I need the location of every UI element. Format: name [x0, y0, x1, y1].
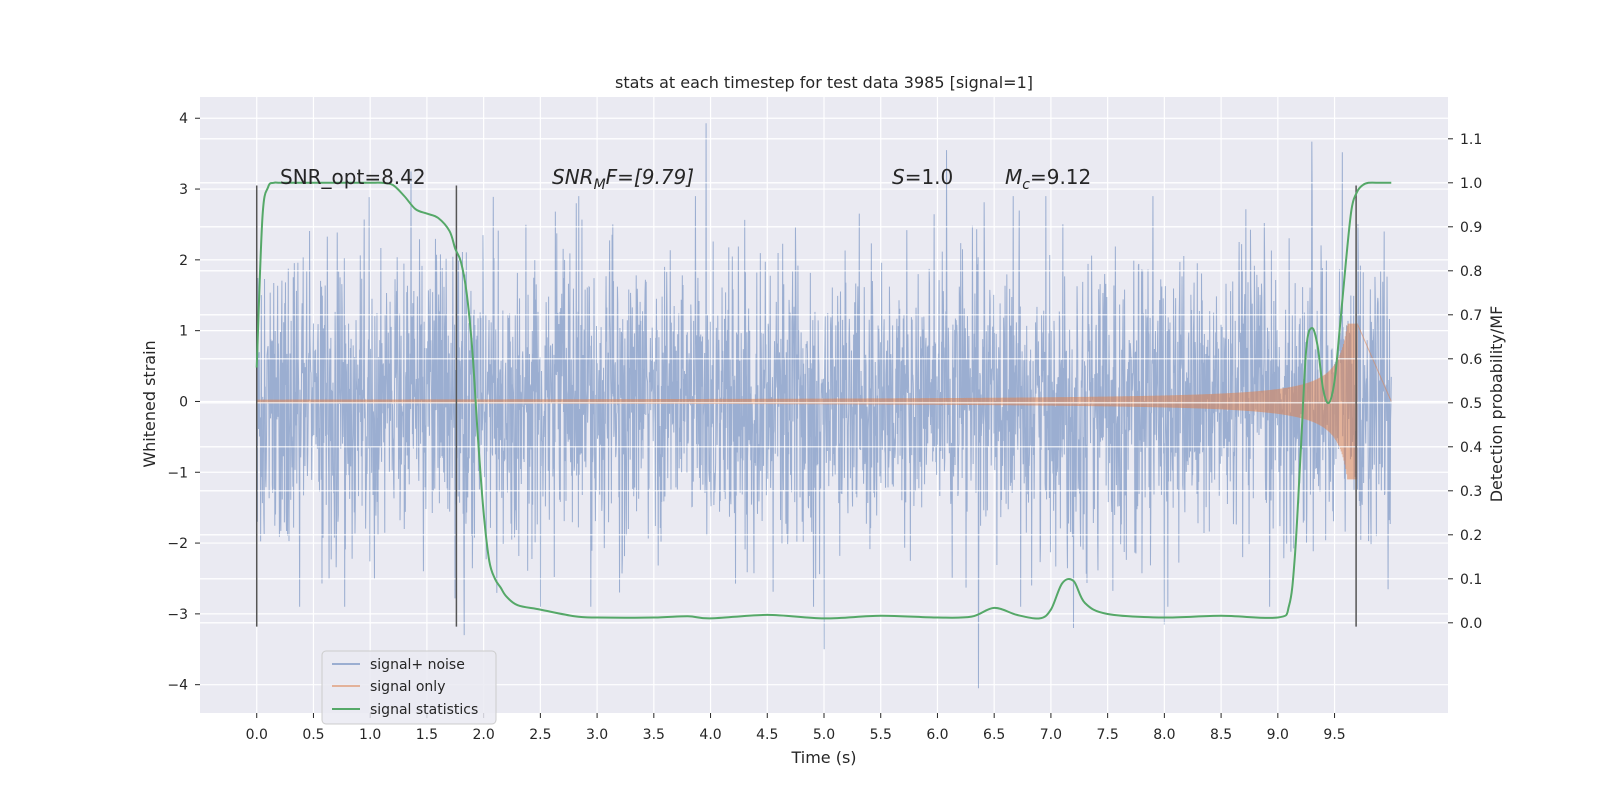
signal-only-line	[256, 323, 1392, 480]
y-tick-label: −1	[167, 465, 188, 481]
y-tick-labels: −4 −3 −2 −1 0 1 2 3 4	[167, 111, 200, 694]
y-tick-label: −4	[167, 678, 188, 694]
x-tick-label: 6.0	[926, 727, 948, 743]
grid-overlay	[200, 138, 1448, 624]
x-tick-label: 4.5	[756, 727, 778, 743]
x-tick-label: 7.0	[1040, 727, 1062, 743]
x-tick-labels: 0.0 0.5 1.0 1.5 2.0 2.5 3.0 3.5 4.0 4.5 5.0 5.5 6.0 6…	[246, 713, 1346, 743]
y2-tick-label: 0.2	[1460, 528, 1482, 544]
y2-tick-label: 0.5	[1460, 396, 1482, 412]
legend-label-signal-statistics: signal statistics	[370, 702, 478, 718]
x-tick-label: 2.5	[529, 727, 551, 743]
y2-tick-label: 0.0	[1460, 616, 1482, 632]
x-tick-label: 0.0	[246, 727, 268, 743]
series-signal-noise	[256, 123, 1392, 689]
chart-title: stats at each timestep for test data 398…	[615, 73, 1033, 92]
annotation-mc-base: M	[1005, 165, 1022, 189]
series-signal-only	[256, 323, 1392, 480]
x-tick-label: 9.5	[1323, 727, 1345, 743]
annotation-s-base: S	[892, 165, 905, 189]
y-tick-label: −2	[167, 536, 188, 552]
x-tick-label: 9.0	[1267, 727, 1289, 743]
y-tick-label: 3	[179, 182, 188, 198]
x-tick-label: 2.0	[473, 727, 495, 743]
y-tick-label: 2	[179, 253, 188, 269]
y-tick-label: 1	[179, 324, 188, 340]
annotation-snr-mf-base: SNR	[552, 165, 594, 189]
y2-tick-label: 1.1	[1460, 132, 1482, 148]
y2-tick-label: 1.0	[1460, 176, 1482, 192]
y-axis-label: Whitened strain	[140, 340, 159, 467]
annotation-snr-mf-sub: M	[594, 177, 606, 193]
annotation-snr-mf-rest: F=[9.79]	[606, 165, 694, 189]
legend: signal+ noise signal only signal statist…	[321, 650, 497, 725]
y2-tick-label: 0.6	[1460, 352, 1482, 368]
x-tick-label: 0.5	[302, 727, 324, 743]
x-tick-label: 8.5	[1210, 727, 1232, 743]
legend-label-signal-only: signal only	[370, 679, 445, 695]
y-tick-label: −3	[167, 607, 188, 623]
y-tick-label: 4	[179, 111, 188, 127]
x-tick-label: 5.0	[813, 727, 835, 743]
vertical-markers	[255, 185, 1357, 627]
y2-tick-label: 0.8	[1460, 264, 1482, 280]
x-tick-label: 4.0	[699, 727, 721, 743]
signal-noise-line	[256, 123, 1392, 689]
x-tick-label: 8.0	[1153, 727, 1175, 743]
annotation-mc-rest: =9.12	[1030, 165, 1091, 189]
y2-tick-labels: 0.0 0.1 0.2 0.3 0.4 0.5 0.6 0.7 0.8 0.9 1.0 1.1	[1448, 132, 1482, 632]
x-axis-label: Time (s)	[790, 748, 856, 767]
y2-tick-label: 0.3	[1460, 484, 1482, 500]
x-tick-label: 3.0	[586, 727, 608, 743]
y2-tick-label: 0.9	[1460, 220, 1482, 236]
y2-tick-label: 0.4	[1460, 440, 1482, 456]
annotation-mc-sub: c	[1022, 177, 1030, 193]
legend-label-signal-noise: signal+ noise	[370, 657, 465, 673]
annotation-s: S=1.0	[892, 165, 953, 189]
x-tick-label: 5.5	[870, 727, 892, 743]
signal-statistics-line	[255, 181, 1392, 620]
annotation-snr-mf: SNRMF=[9.79]	[552, 165, 694, 193]
x-tick-label: 1.5	[416, 727, 438, 743]
y2-tick-label: 0.7	[1460, 308, 1482, 324]
x-tick-label: 6.5	[983, 727, 1005, 743]
series-signal-statistics	[255, 181, 1392, 620]
x-tick-label: 1.0	[359, 727, 381, 743]
y2-axis-label: Detection probability/MF	[1487, 306, 1506, 503]
annotation-mc: Mc=9.12	[1005, 165, 1091, 193]
annotation-snr-opt: SNR_opt=8.42	[280, 165, 426, 189]
annotation-s-rest: =1.0	[905, 165, 954, 189]
legend-box	[321, 650, 497, 725]
y2-tick-label: 0.1	[1460, 572, 1482, 588]
x-tick-label: 7.5	[1097, 727, 1119, 743]
y-tick-label: 0	[179, 394, 188, 410]
x-tick-label: 3.5	[643, 727, 665, 743]
